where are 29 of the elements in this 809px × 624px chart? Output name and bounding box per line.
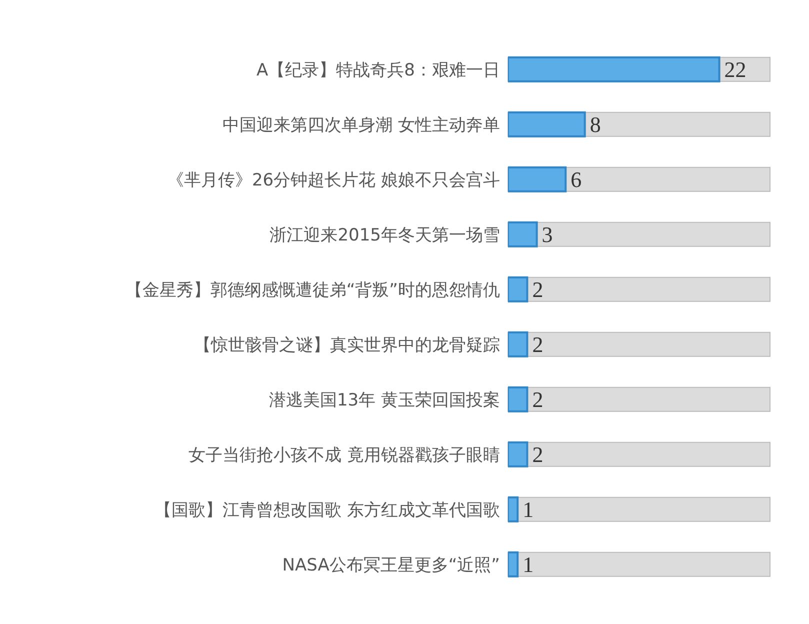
data-label: 6 bbox=[570, 167, 582, 192]
y-tick-label: 【金星秀】郭德纲感慨遭徒弟“背叛”时的恩怨情仇 bbox=[125, 280, 500, 301]
bar bbox=[508, 166, 567, 192]
data-label: 1 bbox=[522, 497, 534, 522]
y-tick-label: 《芈月传》26分钟超长片花 娘娘不只会宫斗 bbox=[166, 170, 500, 191]
y-tick-label: 【国歌】江青曾想改国歌 东方红成文革代国歌 bbox=[154, 500, 500, 521]
y-tick-label: A【纪录】特战奇兵8：艰难一日 bbox=[256, 60, 500, 81]
data-label: 2 bbox=[532, 277, 544, 302]
data-label: 3 bbox=[542, 222, 553, 248]
data-label: 2 bbox=[532, 332, 544, 358]
data-label: 2 bbox=[532, 442, 544, 468]
bar bbox=[508, 276, 528, 302]
y-tick-label: 中国迎来第四次单身潮 女性主动奔单 bbox=[222, 116, 500, 136]
y-tick-label: 【惊世骸骨之谜】真实世界中的龙骨疑踪 bbox=[194, 336, 500, 356]
data-label: 8 bbox=[590, 112, 601, 138]
data-label: 1 bbox=[522, 552, 534, 578]
y-tick-label: 潜逃美国13年 黄玉荣回国投案 bbox=[268, 390, 500, 411]
bar bbox=[508, 551, 519, 578]
bar bbox=[508, 441, 528, 468]
bar bbox=[508, 221, 538, 248]
bar bbox=[508, 496, 519, 522]
bar bbox=[508, 386, 528, 412]
y-tick-label: NASA公布冥王星更多“近照” bbox=[282, 556, 500, 576]
y-tick-label: 女子当街抢小孩不成 竟用锐器戳孩子眼睛 bbox=[188, 446, 500, 466]
data-label: 2 bbox=[532, 387, 544, 412]
bar bbox=[508, 331, 528, 358]
bar bbox=[508, 111, 586, 138]
y-tick-label: 浙江迎来2015年冬天第一场雪 bbox=[270, 226, 500, 246]
data-label: 22 bbox=[724, 57, 746, 82]
